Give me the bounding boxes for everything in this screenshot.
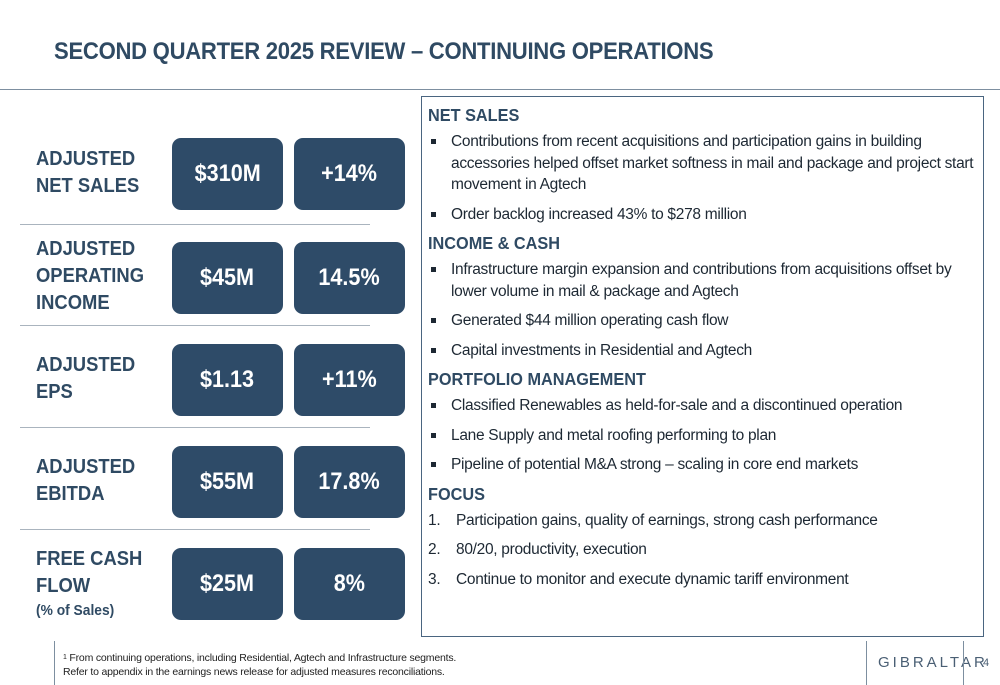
metric-secondary: +11% [322, 366, 377, 393]
metric-label: ADJUSTED OPERATING INCOME [36, 236, 144, 317]
section-heading-focus: FOCUS [428, 483, 485, 504]
metric-label-line: FLOW [36, 575, 91, 597]
bullet-item: Contributions from recent acquisitions a… [428, 131, 983, 196]
metric-value-tile: $1.13 [172, 344, 283, 416]
metric-value-tile: $25M [172, 548, 283, 620]
item-number: 2. [428, 541, 441, 558]
metric-value: $310M [194, 160, 261, 187]
metric-secondary-tile: +11% [294, 344, 405, 416]
metric-secondary: 17.8% [318, 468, 381, 495]
metric-secondary: +14% [321, 160, 378, 187]
numbered-item: 3. Continue to monitor and execute dynami… [428, 569, 983, 591]
metric-label-line: ADJUSTED [36, 148, 136, 170]
metric-label-line: NET SALES [36, 175, 140, 197]
metric-value-tile: $55M [172, 446, 283, 518]
section-heading-net-sales: NET SALES [428, 105, 520, 125]
numbered-item: 2. 80/20, productivity, execution [428, 539, 983, 561]
metric-label-line: INCOME [36, 292, 110, 314]
bullet-item: Order backlog increased 43% to $278 mill… [428, 204, 983, 226]
metric-value: $45M [200, 264, 255, 291]
section-heading-income-cash: INCOME & CASH [428, 233, 561, 253]
item-text: 80/20, productivity, execution [456, 541, 647, 558]
metric-label-sub: (% of Sales) [36, 602, 115, 619]
metric-label-line: ADJUSTED [36, 354, 136, 376]
metric-label-line: OPERATING [36, 265, 145, 287]
metric-label-line: ADJUSTED [36, 238, 136, 260]
item-number: 3. [428, 570, 441, 588]
metric-secondary-tile: 14.5% [294, 242, 405, 314]
bullet-item: Infrastructure margin expansion and cont… [428, 259, 983, 302]
metric-secondary-tile: 17.8% [294, 446, 405, 518]
metric-value: $1.13 [200, 366, 255, 393]
title-divider [0, 89, 1000, 90]
item-number: 1. [428, 511, 441, 529]
logo-divider [866, 641, 867, 685]
metric-label: FREE CASH FLOW (% of Sales) [36, 546, 142, 622]
bullet-item: Classified Renewables as held-for-sale a… [428, 395, 983, 417]
metric-value-tile: $45M [172, 242, 283, 314]
metric-label-line: EBITDA [36, 483, 105, 505]
numbered-item: 1. Participation gains, quality of earnin… [428, 510, 983, 532]
metric-adjusted-eps: ADJUSTED EPS $1.13 +11% [20, 336, 415, 428]
metric-secondary: 14.5% [318, 264, 381, 291]
metric-adjusted-operating-income: ADJUSTED OPERATING INCOME $45M 14.5% [20, 236, 415, 328]
metric-label: ADJUSTED EPS [36, 352, 135, 406]
metric-divider [20, 427, 370, 428]
footnote: 1 From continuing operations, including … [63, 651, 456, 679]
page-number-divider [963, 641, 964, 685]
footer-divider [54, 641, 55, 685]
footnote-line: From continuing operations, including Re… [66, 652, 457, 664]
page-title: SECOND QUARTER 2025 REVIEW – CONTINUING … [54, 38, 714, 65]
metric-divider [20, 529, 370, 530]
company-logo: GIBRALTAR [878, 654, 988, 671]
commentary-panel: NET SALES Contributions from recent acqu… [421, 96, 984, 637]
metric-divider [20, 325, 370, 326]
metric-free-cash-flow: FREE CASH FLOW (% of Sales) $25M 8% [20, 540, 415, 632]
bullet-item: Generated $44 million operating cash flo… [428, 310, 983, 332]
item-text: Participation gains, quality of earnings… [456, 511, 878, 529]
bullet-item: Pipeline of potential M&A strong – scali… [428, 454, 983, 476]
page-number: 4 [983, 657, 990, 669]
section-heading-portfolio-management: PORTFOLIO MANAGEMENT [428, 369, 646, 389]
metric-divider [20, 224, 370, 225]
metric-secondary: 8% [333, 570, 366, 597]
metric-secondary-tile: 8% [294, 548, 405, 620]
item-text: Continue to monitor and execute dynamic … [456, 570, 849, 588]
metric-label-line: FREE CASH [36, 548, 143, 570]
bullet-item: Lane Supply and metal roofing performing… [428, 425, 983, 447]
metric-label: ADJUSTED EBITDA [36, 454, 135, 508]
metric-label: ADJUSTED NET SALES [36, 146, 139, 200]
metric-label-line: ADJUSTED [36, 456, 136, 478]
metric-value: $25M [200, 570, 255, 597]
metric-adjusted-ebitda: ADJUSTED EBITDA $55M 17.8% [20, 438, 415, 530]
bullet-item: Capital investments in Residential and A… [428, 340, 983, 362]
footnote-line: Refer to appendix in the earnings news r… [63, 666, 445, 678]
metric-secondary-tile: +14% [294, 138, 405, 210]
metric-label-line: EPS [36, 381, 73, 403]
footnote-marker: 1 [63, 654, 67, 661]
metric-value-tile: $310M [172, 138, 283, 210]
metric-value: $55M [200, 468, 255, 495]
metric-adjusted-net-sales: ADJUSTED NET SALES $310M +14% [20, 136, 415, 226]
